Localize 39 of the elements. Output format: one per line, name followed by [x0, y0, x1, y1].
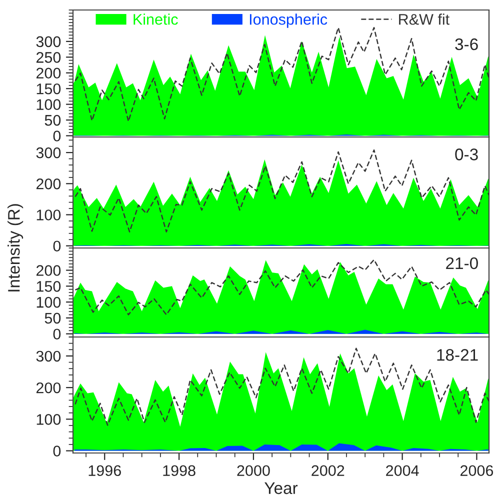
y-tick-label: 0	[53, 328, 61, 340]
legend-label: Kinetic	[134, 14, 178, 25]
y-tick-label: 100	[36, 210, 61, 220]
annotation: 0-3	[455, 148, 478, 160]
x-tick-label: 2004	[386, 465, 419, 476]
x-axis-title: Year	[264, 482, 298, 494]
x-tick-label: 2002	[312, 465, 344, 476]
y-tick-label: 300	[36, 350, 61, 362]
y-tick-label: 300	[36, 147, 61, 158]
y-tick-label: 250	[36, 52, 61, 63]
line-series	[74, 26, 489, 122]
y-tick-label: 50	[44, 312, 61, 324]
legend-label: R&W fit	[399, 14, 450, 25]
y-tick-label: 0	[53, 130, 61, 142]
line-series	[74, 149, 489, 232]
y-tick-label: 100	[36, 296, 61, 308]
y-tick-label: 100	[36, 414, 61, 425]
y-tick-label: 200	[36, 68, 61, 79]
y-tick-label: 300	[36, 36, 61, 48]
y-tick-label: 200	[36, 178, 61, 190]
y-axis-title: Intensity (R)	[8, 204, 24, 292]
y-tick-label: 0	[53, 240, 61, 252]
x-tick-label: 2000	[237, 465, 270, 476]
y-tick-label: 150	[36, 281, 61, 292]
annotation: 3-6	[455, 38, 478, 50]
y-tick-label: 150	[36, 83, 61, 94]
x-tick-label: 1998	[163, 465, 196, 476]
x-tick-label: 2006	[460, 465, 494, 476]
x-tick-label: 1996	[88, 465, 121, 476]
annotation: 21-0	[446, 257, 478, 270]
legend-label: Ionospheric	[250, 14, 328, 28]
y-tick-label: 100	[36, 99, 61, 110]
y-tick-label: 200	[36, 382, 61, 394]
y-tick-label: 200	[36, 265, 61, 276]
y-tick-label: 50	[44, 114, 61, 126]
line-series	[74, 259, 489, 316]
annotation: 18-21	[437, 349, 478, 361]
line-series	[74, 348, 489, 426]
y-tick-label: 0	[53, 446, 61, 456]
